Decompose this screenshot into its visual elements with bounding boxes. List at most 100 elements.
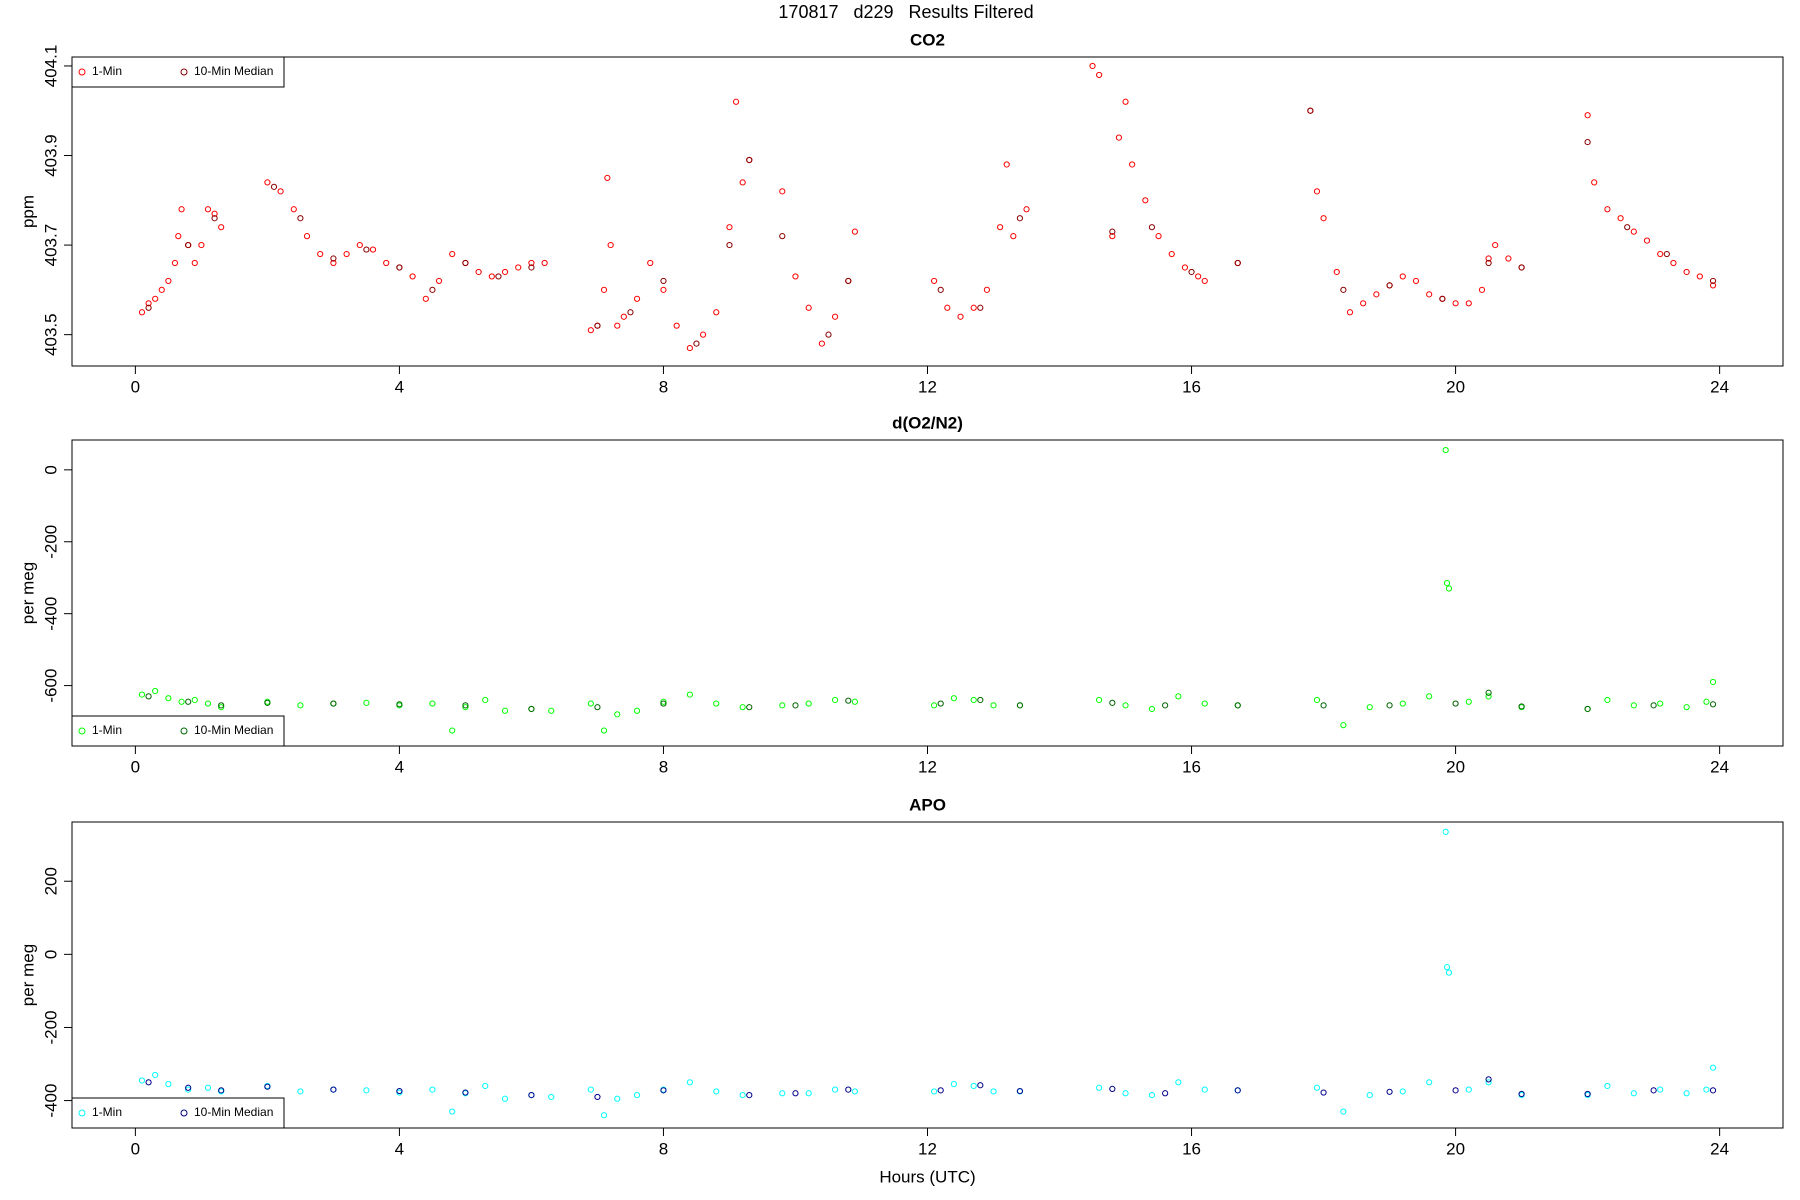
point <box>1201 700 1208 707</box>
point <box>739 1091 746 1099</box>
point <box>1439 295 1446 302</box>
point <box>1670 259 1677 267</box>
point <box>297 1088 304 1095</box>
point <box>462 259 469 267</box>
point <box>356 241 363 249</box>
point <box>673 322 680 329</box>
point <box>1452 300 1459 307</box>
point <box>845 1086 852 1093</box>
point <box>1630 702 1637 709</box>
x-tick-label: 0 <box>131 757 140 776</box>
point <box>693 340 700 347</box>
point <box>145 300 152 307</box>
point <box>1333 268 1340 276</box>
point <box>1010 233 1017 240</box>
series-0 <box>138 828 1717 1119</box>
point <box>138 691 146 698</box>
point <box>1683 268 1690 276</box>
point <box>1663 250 1670 258</box>
point <box>1426 291 1433 298</box>
point <box>270 183 278 190</box>
point <box>1617 215 1624 222</box>
point <box>931 702 938 709</box>
legend-label: 1-Min <box>92 723 122 737</box>
point <box>363 699 370 706</box>
point <box>297 215 304 222</box>
x-tick-label: 20 <box>1446 757 1465 776</box>
point <box>1320 1089 1327 1096</box>
point <box>396 1087 403 1095</box>
point <box>970 1082 977 1090</box>
point <box>1340 1108 1347 1115</box>
point <box>1657 1086 1664 1093</box>
point <box>937 1087 944 1094</box>
point <box>1703 698 1710 705</box>
point <box>1591 179 1598 186</box>
point <box>204 206 212 213</box>
x-tick-label: 4 <box>395 1139 404 1158</box>
point <box>977 1082 984 1089</box>
point <box>1657 700 1664 707</box>
point <box>138 1077 146 1084</box>
point <box>1399 1088 1406 1095</box>
point <box>1109 699 1116 706</box>
point <box>647 259 654 267</box>
point <box>1442 828 1449 835</box>
point <box>1122 98 1129 105</box>
x-tick-label: 24 <box>1710 1139 1729 1158</box>
point <box>1650 702 1657 709</box>
point <box>1426 693 1433 700</box>
point <box>1478 286 1486 293</box>
point <box>1657 250 1664 258</box>
point <box>1443 964 1451 971</box>
point <box>409 273 416 280</box>
point <box>264 179 271 186</box>
point <box>1096 71 1103 79</box>
panel-title: APO <box>909 795 946 814</box>
point <box>779 1090 786 1097</box>
point <box>620 313 627 320</box>
y-axis-label: per meg <box>18 562 37 624</box>
point <box>396 701 403 708</box>
x-tick-label: 8 <box>659 377 668 396</box>
point <box>482 1082 489 1090</box>
point <box>792 702 799 709</box>
point <box>660 1087 667 1094</box>
point <box>175 233 182 240</box>
point <box>686 1079 693 1086</box>
point <box>1518 264 1525 271</box>
point <box>1485 693 1492 700</box>
point <box>1234 1087 1241 1094</box>
x-tick-label: 12 <box>918 377 937 396</box>
point <box>165 695 172 702</box>
legend-marker <box>180 727 188 735</box>
point <box>178 206 185 213</box>
point <box>152 687 159 695</box>
point <box>614 1095 621 1102</box>
point <box>1175 1079 1182 1086</box>
point <box>990 702 997 709</box>
y-tick-label: 403.9 <box>41 134 60 177</box>
point <box>290 206 297 213</box>
point <box>977 696 984 704</box>
plot-frame <box>71 821 1784 1129</box>
point <box>732 98 740 105</box>
point <box>792 273 799 280</box>
point <box>152 295 159 302</box>
point <box>1109 233 1116 240</box>
point <box>330 700 337 707</box>
point <box>1683 1090 1690 1097</box>
point <box>541 259 548 267</box>
point <box>1003 161 1010 168</box>
point <box>1175 693 1182 700</box>
point <box>1016 215 1024 222</box>
point <box>1115 134 1123 141</box>
y-tick-label: -200 <box>41 1010 60 1044</box>
point <box>528 264 535 271</box>
point <box>600 727 608 734</box>
point <box>185 698 192 705</box>
point <box>343 250 350 258</box>
x-axis-label: Hours (UTC) <box>879 1167 975 1186</box>
point <box>931 1088 938 1095</box>
legend-label: 10-Min Median <box>194 64 273 78</box>
